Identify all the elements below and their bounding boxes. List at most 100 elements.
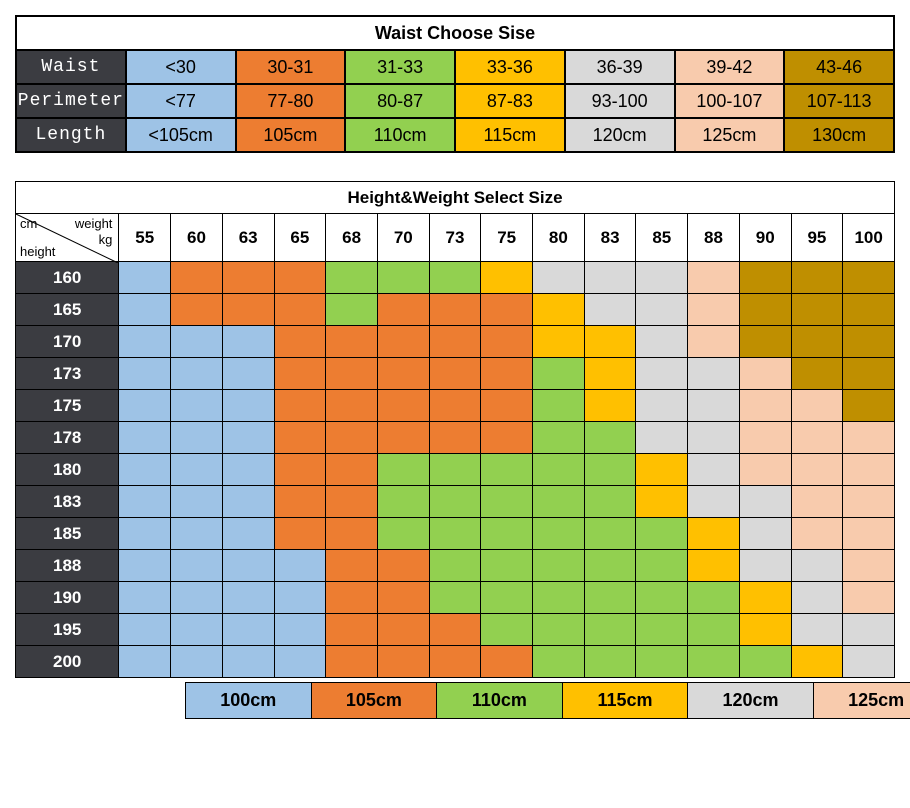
size-cell: [481, 390, 533, 422]
size-cell: [843, 646, 895, 678]
size-cell: [171, 358, 223, 390]
weight-header: 100: [843, 214, 895, 262]
height-row-label: 178: [16, 422, 119, 454]
size-cell: [429, 582, 481, 614]
waist-cell: <105cm: [126, 118, 236, 152]
size-cell: [377, 390, 429, 422]
waist-title: Waist Choose Sise: [16, 16, 894, 50]
weight-header: 85: [636, 214, 688, 262]
waist-cell: <30: [126, 50, 236, 84]
size-cell: [791, 454, 843, 486]
height-row-label: 190: [16, 582, 119, 614]
size-cell: [429, 646, 481, 678]
size-cell: [326, 550, 378, 582]
size-cell: [119, 582, 171, 614]
size-cell: [636, 454, 688, 486]
size-cell: [326, 582, 378, 614]
size-cell: [222, 614, 274, 646]
height-weight-table: Height&Weight Select Size cm weight kg h…: [15, 181, 895, 678]
waist-cell: 120cm: [565, 118, 675, 152]
size-cell: [791, 390, 843, 422]
size-cell: [274, 646, 326, 678]
size-cell: [688, 326, 740, 358]
waist-row-label: Waist: [16, 50, 126, 84]
height-row-label: 173: [16, 358, 119, 390]
size-cell: [533, 550, 585, 582]
size-cell: [791, 518, 843, 550]
size-cell: [739, 518, 791, 550]
size-cell: [533, 454, 585, 486]
size-cell: [533, 518, 585, 550]
size-cell: [481, 262, 533, 294]
size-cell: [584, 294, 636, 326]
size-cell: [791, 422, 843, 454]
size-cell: [688, 390, 740, 422]
size-cell: [274, 550, 326, 582]
size-cell: [791, 262, 843, 294]
waist-cell: 36-39: [565, 50, 675, 84]
size-cell: [739, 390, 791, 422]
size-cell: [481, 518, 533, 550]
size-cell: [222, 486, 274, 518]
size-cell: [843, 262, 895, 294]
size-cell: [636, 390, 688, 422]
size-cell: [429, 262, 481, 294]
size-cell: [533, 358, 585, 390]
size-cell: [843, 326, 895, 358]
size-cell: [377, 614, 429, 646]
size-cell: [377, 486, 429, 518]
size-cell: [429, 390, 481, 422]
weight-header: 83: [584, 214, 636, 262]
size-cell: [377, 262, 429, 294]
size-cell: [119, 614, 171, 646]
size-cell: [429, 422, 481, 454]
size-cell: [636, 486, 688, 518]
size-cell: [326, 262, 378, 294]
size-cell: [222, 646, 274, 678]
size-cell: [533, 294, 585, 326]
corner-height-unit: cm: [20, 216, 37, 231]
size-cell: [843, 582, 895, 614]
size-cell: [584, 454, 636, 486]
size-cell: [739, 454, 791, 486]
size-cell: [171, 614, 223, 646]
size-cell: [377, 326, 429, 358]
height-row-label: 165: [16, 294, 119, 326]
size-cell: [326, 454, 378, 486]
size-cell: [843, 358, 895, 390]
corner-height-label: height: [20, 244, 55, 259]
size-cell: [636, 646, 688, 678]
size-cell: [533, 646, 585, 678]
corner-cell: cm weight kg height: [16, 214, 119, 262]
size-cell: [584, 390, 636, 422]
size-cell: [481, 326, 533, 358]
size-cell: [584, 646, 636, 678]
size-cell: [791, 646, 843, 678]
waist-cell: 107-113: [784, 84, 894, 118]
waist-cell: 43-46: [784, 50, 894, 84]
size-cell: [171, 454, 223, 486]
size-cell: [791, 550, 843, 582]
waist-cell: 80-87: [345, 84, 455, 118]
size-cell: [688, 646, 740, 678]
size-cell: [326, 646, 378, 678]
size-cell: [119, 550, 171, 582]
waist-cell: 125cm: [675, 118, 785, 152]
weight-header: 80: [533, 214, 585, 262]
size-cell: [636, 582, 688, 614]
size-cell: [326, 422, 378, 454]
size-cell: [222, 390, 274, 422]
size-cell: [377, 582, 429, 614]
size-cell: [119, 358, 171, 390]
size-cell: [171, 582, 223, 614]
waist-cell: 105cm: [236, 118, 346, 152]
size-cell: [739, 358, 791, 390]
waist-cell: 93-100: [565, 84, 675, 118]
size-cell: [843, 294, 895, 326]
size-cell: [377, 518, 429, 550]
size-cell: [739, 646, 791, 678]
legend-item: 100cm: [186, 683, 312, 719]
size-cell: [584, 582, 636, 614]
size-cell: [739, 614, 791, 646]
size-cell: [533, 582, 585, 614]
